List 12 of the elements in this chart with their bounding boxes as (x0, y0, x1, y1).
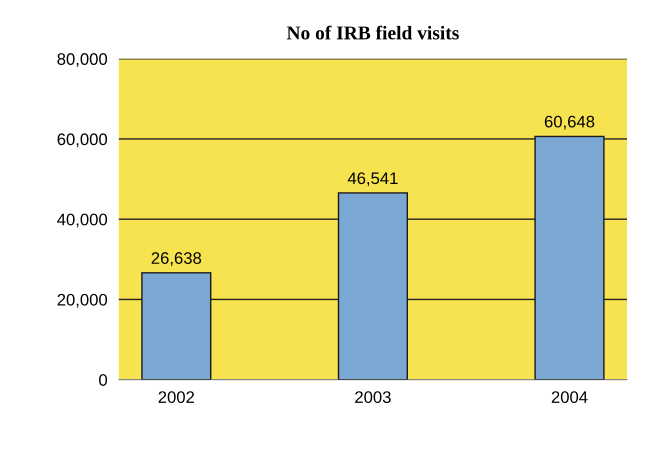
y-tick-label: 60,000 (58, 133, 108, 148)
x-tick-label: 2002 (158, 391, 194, 404)
data-label: 46,541 (348, 172, 398, 186)
y-tick-label: 40,000 (57, 214, 108, 228)
data-label: 26,638 (152, 252, 202, 266)
x-tick-label: 2004 (552, 391, 588, 404)
x-tick-label: 2003 (355, 391, 391, 404)
y-tick-label: 20,000 (58, 294, 108, 308)
data-label: 60,648 (544, 116, 594, 130)
y-tick-label: 80,000 (57, 53, 108, 67)
chart-title: No of IRB field visits (286, 26, 459, 40)
y-tick-label: 0 (99, 374, 108, 386)
